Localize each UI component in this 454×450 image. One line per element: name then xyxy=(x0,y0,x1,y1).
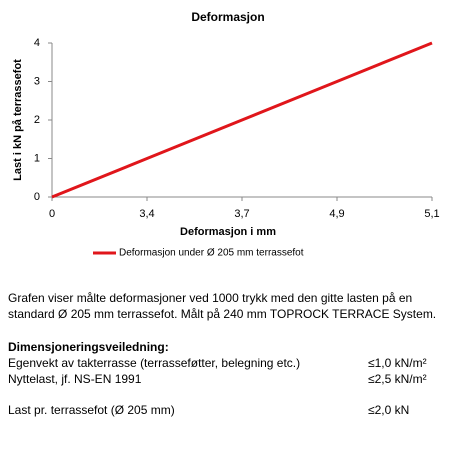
row-value: ≤2,0 kN xyxy=(368,403,410,417)
x-tick-label: 3,7 xyxy=(234,208,249,220)
chart-title: Deformasjon xyxy=(191,10,264,24)
row-label: Nyttelast, jf. NS-EN 1991 xyxy=(8,372,142,386)
y-tick-label: 0 xyxy=(34,191,40,203)
paragraph: Grafen viser målte deformasjoner ved 100… xyxy=(8,291,437,321)
heading: Dimensjoneringsveiledning: xyxy=(8,340,169,354)
row-label: Egenvekt av takterrasse (terrasseføtter,… xyxy=(8,356,301,370)
y-tick-label: 3 xyxy=(34,75,40,87)
row-value: ≤2,5 kN/m² xyxy=(368,372,427,386)
y-tick-label: 1 xyxy=(34,152,40,164)
row-label: Last pr. terrassefot (Ø 205 mm) xyxy=(8,403,175,417)
legend-label: Deformasjon under Ø 205 mm terrassefot xyxy=(119,248,304,259)
x-tick-label: 5,1 xyxy=(424,208,439,220)
row-value: ≤1,0 kN/m² xyxy=(368,356,427,370)
x-axis-label: Deformasjon i mm xyxy=(180,226,276,238)
y-tick-label: 4 xyxy=(34,37,40,49)
y-axis-label: Last i kN på terrassefot xyxy=(12,59,24,181)
x-tick-label: 0 xyxy=(49,208,55,220)
y-tick-label: 2 xyxy=(34,114,40,126)
chart: Deformasjon Deformasjon i mm Last i kN p… xyxy=(12,10,440,259)
x-tick-label: 3,4 xyxy=(139,208,154,220)
x-tick-label: 4,9 xyxy=(329,208,344,220)
data-line xyxy=(51,41,433,199)
